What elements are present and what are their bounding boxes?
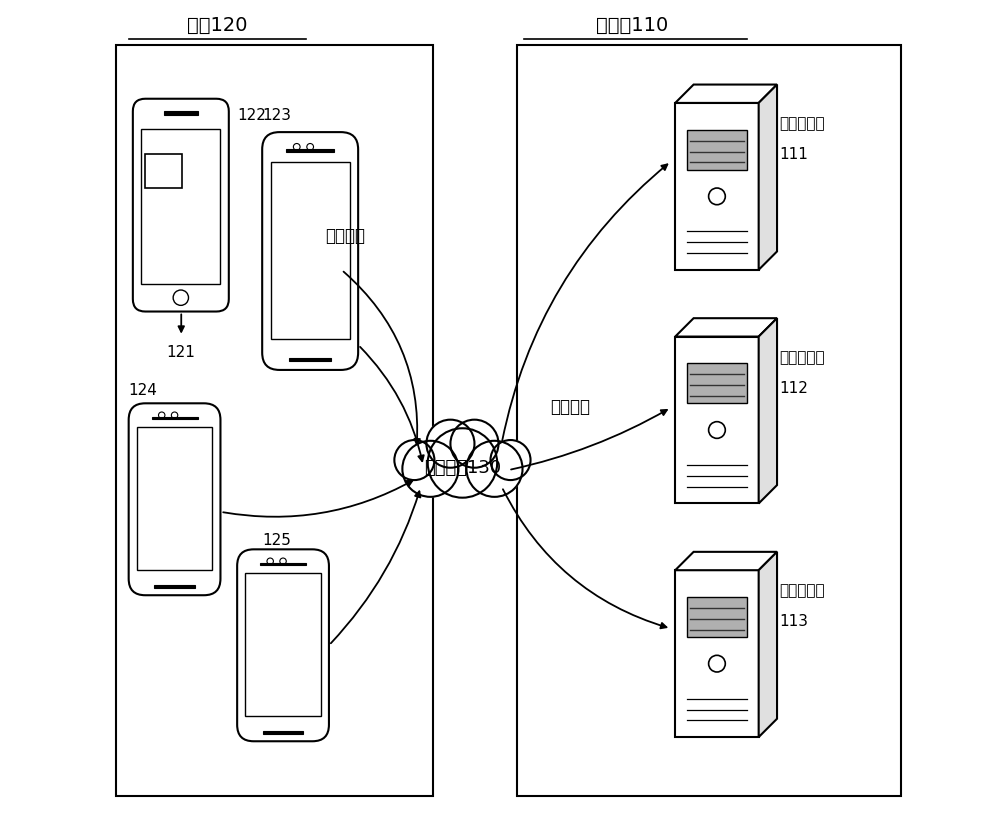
Circle shape: [402, 441, 458, 496]
Text: 对局服务器: 对局服务器: [780, 584, 825, 599]
Text: 终端120: 终端120: [187, 15, 248, 34]
Text: 122: 122: [237, 108, 266, 123]
Bar: [271, 162, 350, 339]
Circle shape: [173, 290, 189, 306]
FancyBboxPatch shape: [262, 132, 358, 370]
Text: 通信网络130: 通信网络130: [424, 459, 501, 476]
Bar: [245, 574, 321, 717]
FancyBboxPatch shape: [129, 403, 220, 596]
Circle shape: [709, 655, 725, 672]
Text: 匹配请求: 匹配请求: [325, 227, 365, 244]
FancyBboxPatch shape: [133, 99, 229, 312]
Bar: [286, 149, 334, 152]
Circle shape: [280, 558, 286, 564]
Bar: [145, 154, 182, 188]
Bar: [687, 363, 747, 403]
Bar: [675, 337, 759, 503]
Polygon shape: [675, 85, 777, 103]
Circle shape: [709, 188, 725, 205]
Bar: [675, 570, 759, 737]
Text: 服务器110: 服务器110: [596, 15, 668, 34]
Polygon shape: [759, 85, 777, 270]
Bar: [141, 129, 220, 284]
Polygon shape: [759, 318, 777, 503]
Circle shape: [490, 440, 531, 480]
Text: 113: 113: [780, 614, 809, 629]
Text: 125: 125: [262, 533, 291, 549]
Text: 121: 121: [167, 345, 196, 360]
Circle shape: [267, 558, 273, 564]
Text: 匹配请求: 匹配请求: [550, 397, 590, 416]
Circle shape: [159, 412, 165, 418]
Circle shape: [466, 441, 523, 496]
Text: 匹配服务器: 匹配服务器: [780, 350, 825, 365]
Text: 123: 123: [262, 108, 291, 123]
Circle shape: [307, 144, 314, 150]
Circle shape: [394, 440, 434, 480]
Bar: [164, 111, 198, 115]
Bar: [154, 585, 195, 588]
Bar: [675, 103, 759, 270]
Polygon shape: [675, 552, 777, 570]
Bar: [687, 597, 747, 637]
Bar: [137, 428, 212, 570]
Text: 接入服务器: 接入服务器: [780, 116, 825, 131]
Bar: [289, 358, 331, 361]
Bar: [517, 45, 901, 795]
Bar: [116, 45, 433, 795]
FancyBboxPatch shape: [237, 549, 329, 741]
Bar: [263, 732, 303, 734]
Text: 111: 111: [780, 147, 808, 162]
Circle shape: [428, 428, 497, 497]
Polygon shape: [675, 318, 777, 337]
Circle shape: [709, 422, 725, 438]
Circle shape: [293, 144, 300, 150]
Text: 124: 124: [129, 383, 158, 398]
Polygon shape: [759, 552, 777, 737]
Bar: [687, 129, 747, 170]
Bar: [152, 417, 198, 419]
Circle shape: [171, 412, 178, 418]
Circle shape: [450, 420, 498, 468]
Circle shape: [426, 420, 474, 468]
Bar: [260, 563, 306, 565]
Text: 112: 112: [780, 381, 808, 396]
